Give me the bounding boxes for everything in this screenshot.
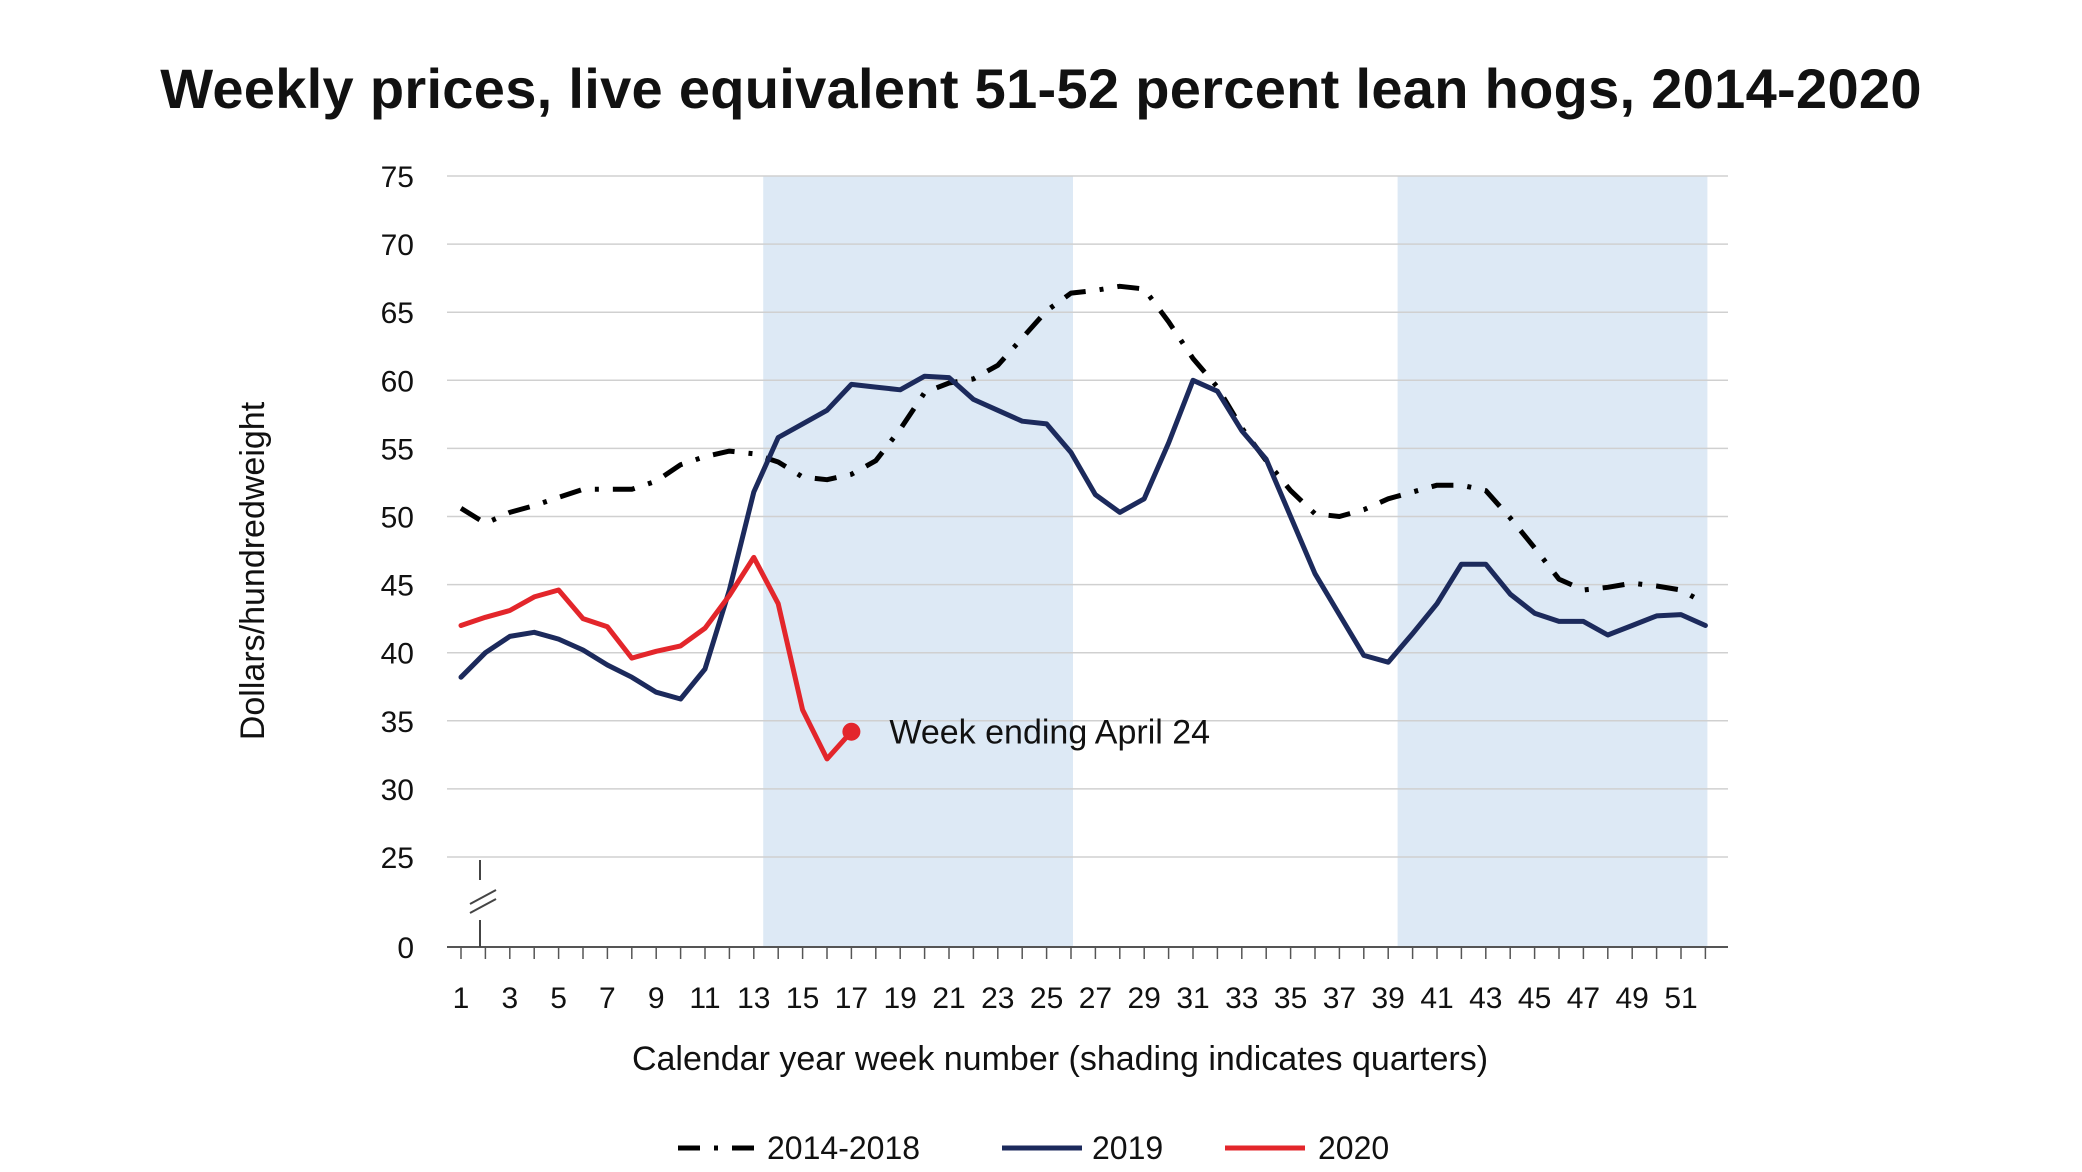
x-tick-label: 29 bbox=[1128, 982, 1161, 1015]
quarter-shading bbox=[763, 176, 1708, 947]
x-tick-label: 39 bbox=[1372, 982, 1405, 1015]
x-tick-label: 3 bbox=[501, 982, 518, 1015]
x-tick-label: 47 bbox=[1567, 982, 1600, 1015]
y-tick-label: 35 bbox=[381, 706, 414, 739]
quarter-shade-2 bbox=[1397, 176, 1708, 947]
x-tick-label: 9 bbox=[648, 982, 665, 1015]
y-tick-label: 75 bbox=[381, 161, 414, 194]
annotation-marker bbox=[842, 722, 861, 741]
x-tick-label: 25 bbox=[1030, 982, 1063, 1015]
y-tick-labels: 75 70 65 60 55 50 45 40 35 30 25 0 bbox=[381, 161, 414, 965]
series-line-2019 bbox=[458, 373, 1708, 702]
x-tick-label: 49 bbox=[1616, 982, 1649, 1015]
x-tick-label: 27 bbox=[1079, 982, 1112, 1015]
x-tick-label: 11 bbox=[689, 982, 720, 1015]
quarter-shade-1 bbox=[763, 176, 1073, 947]
x-tick-label: 33 bbox=[1225, 982, 1258, 1015]
x-tick-label: 35 bbox=[1274, 982, 1307, 1015]
axis-break-slash bbox=[469, 889, 497, 905]
y-tick-label: 25 bbox=[381, 842, 414, 875]
y-tick-label: 45 bbox=[381, 570, 414, 603]
x-tick-label: 51 bbox=[1664, 982, 1697, 1015]
x-axis-label: Calendar year week number (shading indic… bbox=[632, 1040, 1488, 1078]
series-lines bbox=[458, 283, 1708, 762]
y-tick-label: 65 bbox=[381, 297, 414, 330]
axis-break-slash bbox=[469, 898, 497, 914]
x-tick-label: 45 bbox=[1518, 982, 1551, 1015]
series-line-2020 bbox=[458, 554, 854, 762]
x-tick-label: 19 bbox=[884, 982, 917, 1015]
x-tick-label: 41 bbox=[1420, 982, 1453, 1015]
annotation-label: Week ending April 24 bbox=[889, 714, 1210, 752]
x-tick-labels: 1 3 5 7 9 11 13 15 17 19 21 23 25 27 29 31 33 35 37 39 41 43 4… bbox=[453, 982, 1698, 1015]
y-tick-label: 30 bbox=[381, 774, 414, 807]
x-tick-label: 1 bbox=[453, 982, 470, 1015]
x-tick-label: 21 bbox=[932, 982, 965, 1015]
y-tick-label: 55 bbox=[381, 433, 414, 466]
y-tick-label: 70 bbox=[381, 229, 414, 262]
legend: 2014-2018 2019 2020 bbox=[678, 1130, 1389, 1166]
y-tick-label: 40 bbox=[381, 638, 414, 671]
legend-label-2014-2018: 2014-2018 bbox=[767, 1130, 920, 1166]
y-tick-label: 60 bbox=[381, 365, 414, 398]
x-tick-label: 31 bbox=[1176, 982, 1209, 1015]
x-tick-label: 5 bbox=[550, 982, 567, 1015]
y-tick-label: 50 bbox=[381, 502, 414, 535]
series-line-2014-2018 bbox=[459, 283, 1707, 606]
axes bbox=[447, 860, 1728, 959]
annotation: Week ending April 24 bbox=[842, 714, 1210, 752]
x-tick-label: 15 bbox=[786, 982, 819, 1015]
x-tick-label: 17 bbox=[835, 982, 868, 1015]
chart-title: Weekly prices, live equivalent 51-52 per… bbox=[160, 57, 1922, 120]
x-tick-label: 23 bbox=[981, 982, 1014, 1015]
legend-label-2019: 2019 bbox=[1092, 1130, 1163, 1166]
y-tick-label: 0 bbox=[397, 932, 414, 965]
x-tick-label: 13 bbox=[737, 982, 770, 1015]
legend-label-2020: 2020 bbox=[1318, 1130, 1389, 1166]
y-axis-label: Dollars/hundredweight bbox=[234, 401, 272, 740]
x-tick-label: 37 bbox=[1323, 982, 1356, 1015]
x-tick-label: 43 bbox=[1469, 982, 1502, 1015]
x-tick-label: 7 bbox=[599, 982, 616, 1015]
